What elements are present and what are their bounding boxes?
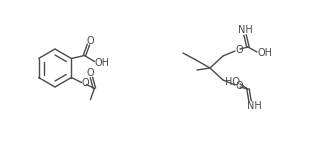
Text: NH: NH bbox=[247, 101, 261, 111]
Text: OH: OH bbox=[258, 48, 273, 58]
Text: O: O bbox=[87, 69, 94, 78]
Text: O: O bbox=[87, 36, 94, 46]
Text: NH: NH bbox=[238, 25, 252, 35]
Text: OH: OH bbox=[95, 57, 110, 68]
Text: O: O bbox=[82, 78, 89, 89]
Text: HO: HO bbox=[225, 77, 239, 87]
Text: O: O bbox=[235, 81, 243, 91]
Text: O: O bbox=[235, 45, 243, 55]
